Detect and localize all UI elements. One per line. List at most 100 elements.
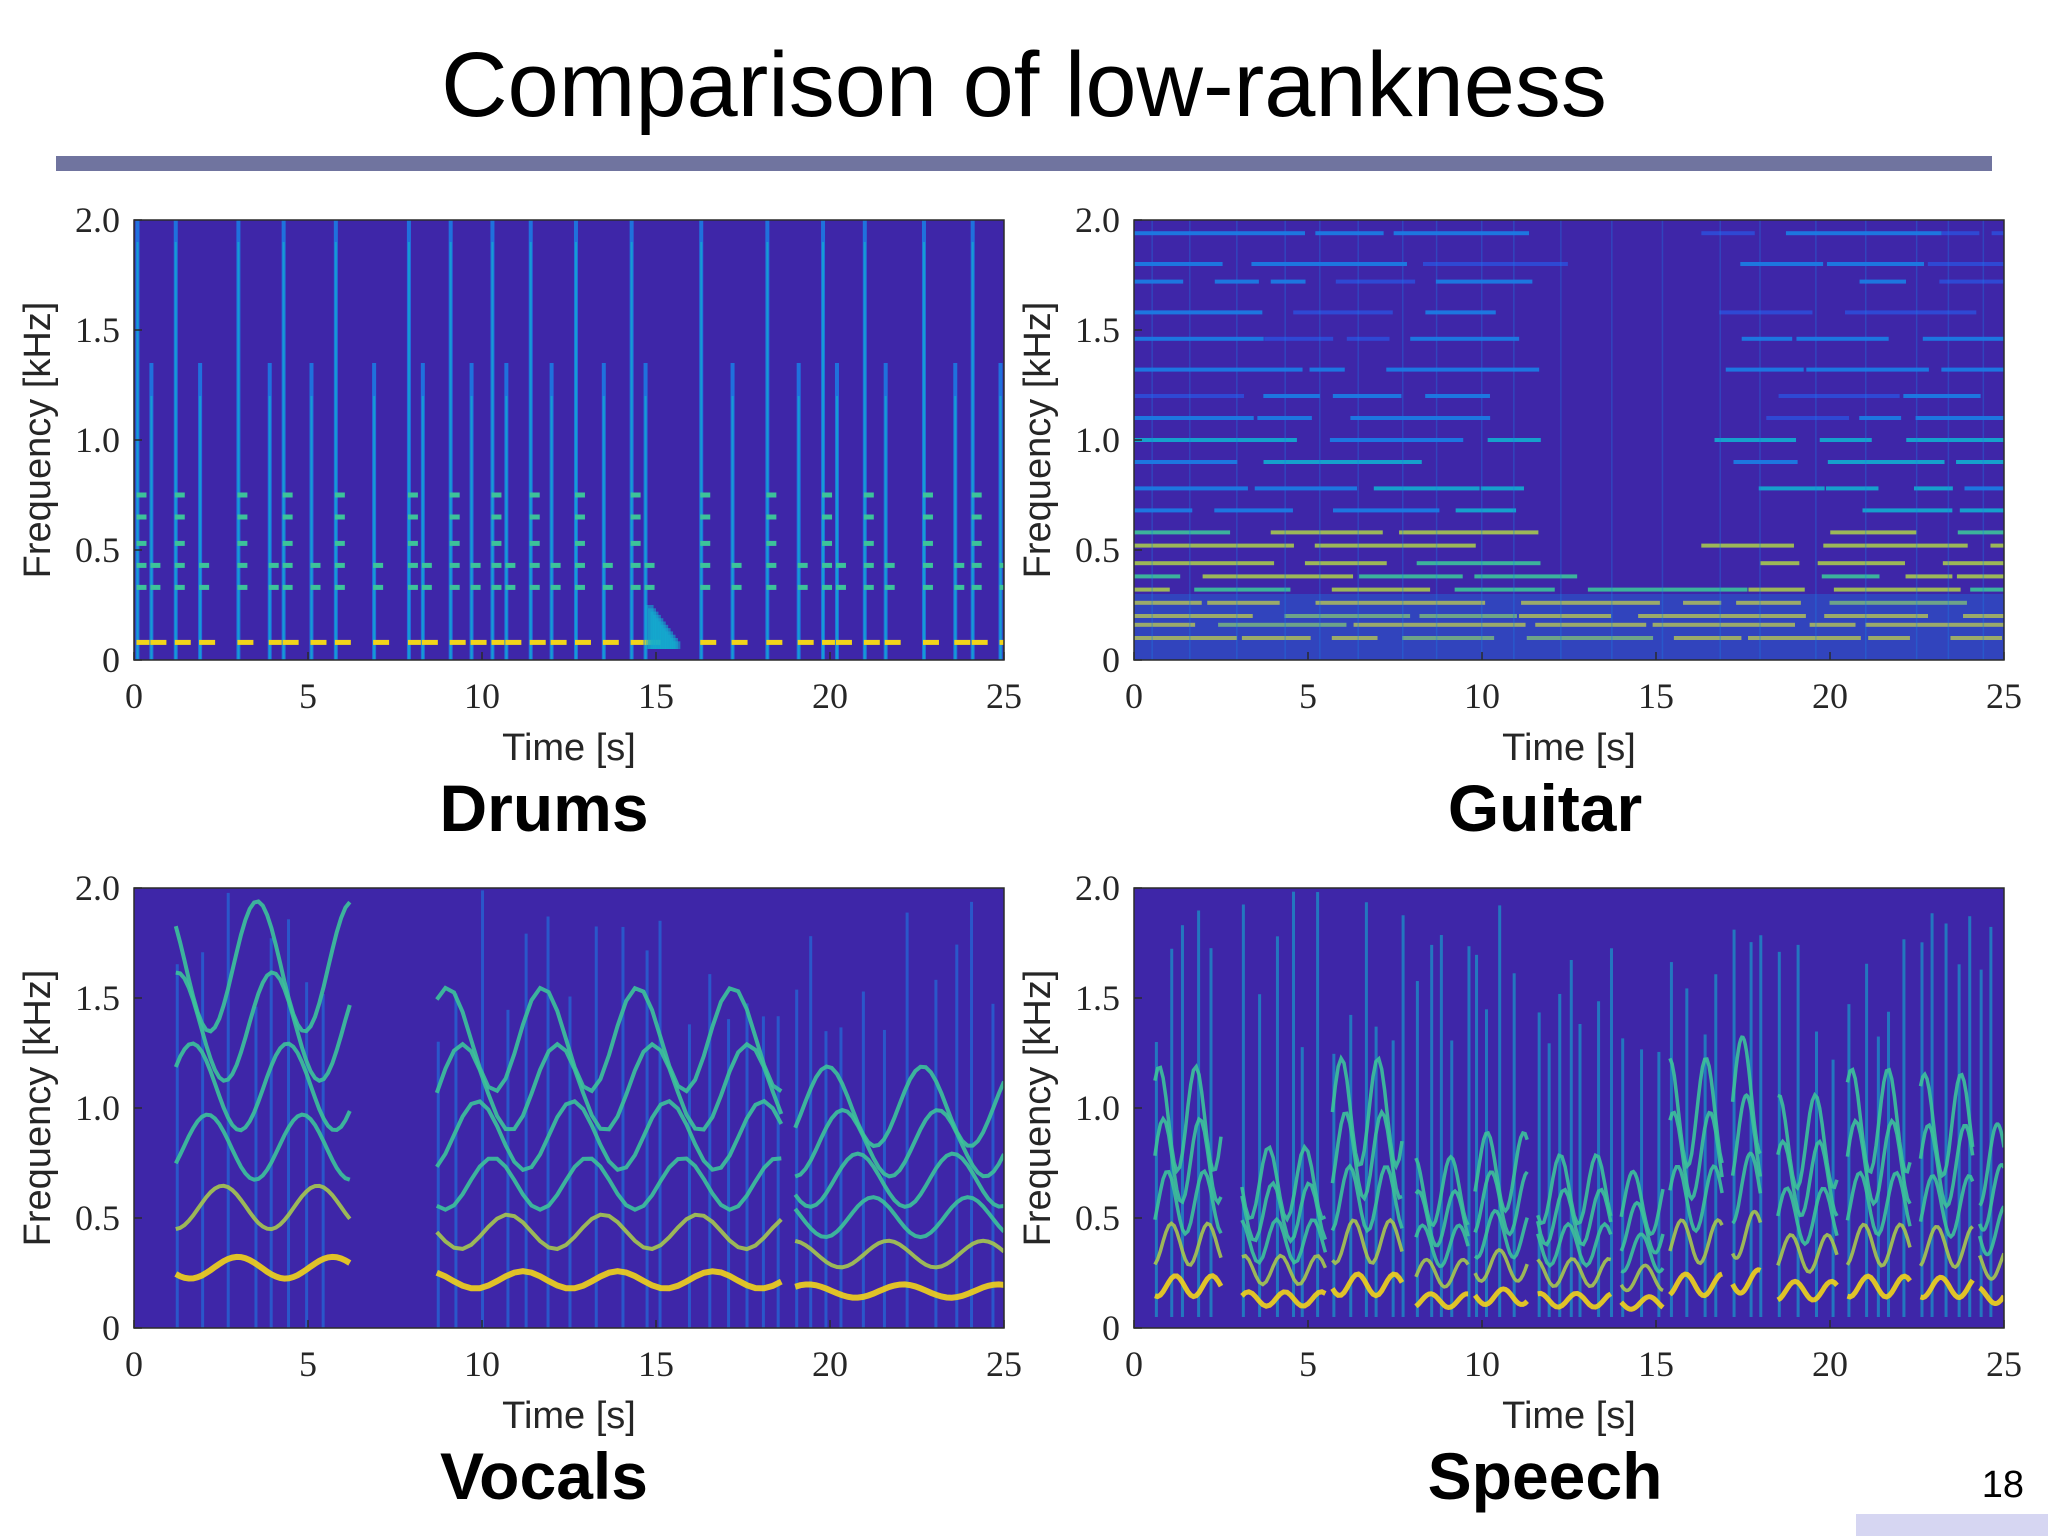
harmonic-line xyxy=(1859,416,1902,420)
energy-column xyxy=(970,901,974,1328)
harmonic-spot xyxy=(174,492,185,498)
harmonic-curve xyxy=(1731,1209,1763,1260)
harmonic-spot xyxy=(700,562,711,568)
harmonic-line xyxy=(1263,394,1320,398)
harmonic-spot xyxy=(373,639,390,645)
harmonic-spot xyxy=(529,584,540,590)
harmonic-spot xyxy=(310,562,321,568)
energy-column xyxy=(905,912,909,1328)
harmonic-line xyxy=(1673,636,1742,640)
harmonic-line xyxy=(1399,530,1539,535)
x-tick-label: 25 xyxy=(1986,676,2022,716)
onset-core xyxy=(766,242,769,660)
harmonic-line xyxy=(1778,394,1900,398)
harmonic-line xyxy=(1701,231,1755,236)
harmonic-spot xyxy=(174,540,185,546)
energy-column xyxy=(809,936,813,1328)
energy-column xyxy=(481,890,485,1328)
harmonic-spot xyxy=(268,562,279,568)
harmonic-curve xyxy=(1730,1035,1762,1155)
harmonic-spot xyxy=(766,492,777,498)
caption-drums: Drums xyxy=(439,771,649,845)
harmonic-curve xyxy=(435,1098,784,1173)
harmonic-spot xyxy=(602,562,613,568)
x-tick-label: 10 xyxy=(1464,676,1500,716)
onset-core xyxy=(644,396,647,660)
harmonic-spot xyxy=(731,562,742,568)
harmonic-line xyxy=(1827,460,1945,464)
harmonic-line xyxy=(1821,574,1880,579)
harmonic-line xyxy=(1915,416,2004,420)
harmonic-spot xyxy=(630,540,641,546)
attack-line xyxy=(1661,220,1664,660)
burst-column xyxy=(1197,910,1201,1317)
harmonic-spot xyxy=(237,540,248,546)
harmonic-spot xyxy=(174,639,191,645)
harmonic-curve xyxy=(1919,1274,1975,1301)
harmonic-curve xyxy=(1619,1294,1665,1312)
spectrogram-drums-chart: 0 5 10 15 20 25 0 0.5 1.0 1.5 2.0 Time [s] Frequency… xyxy=(17,200,1022,769)
harmonic-curve xyxy=(1918,1071,1975,1179)
x-axis-label: Time [s] xyxy=(1502,727,1636,769)
harmonic-curve xyxy=(1776,1186,1839,1247)
energy-column xyxy=(687,1024,691,1328)
harmonic-spot xyxy=(136,584,147,590)
attack-line xyxy=(1947,220,1950,660)
harmonic-line xyxy=(1422,262,1568,266)
harmonic-line xyxy=(1748,587,1805,592)
harmonic-line xyxy=(1487,438,1541,442)
harmonic-spot xyxy=(237,562,248,568)
harmonic-line xyxy=(1134,561,1275,566)
burst-column xyxy=(1621,1038,1625,1317)
harmonic-curve xyxy=(175,1183,352,1232)
harmonic-line xyxy=(1425,310,1496,315)
harmonic-spot xyxy=(199,562,210,568)
harmonic-line xyxy=(1474,574,1578,579)
harmonic-curve xyxy=(1240,1216,1328,1265)
burst-column xyxy=(1292,891,1296,1317)
attack-line xyxy=(1719,220,1721,660)
caption-speech: Speech xyxy=(1427,1439,1663,1513)
harmonic-spot xyxy=(491,514,502,520)
burst-column xyxy=(1275,936,1279,1317)
harmonic-line xyxy=(1518,614,1612,618)
harmonic-line xyxy=(1410,336,1520,341)
onset-core xyxy=(174,242,177,660)
harmonic-spot xyxy=(630,584,641,590)
attack-line xyxy=(1357,220,1359,660)
burst-column xyxy=(1749,942,1753,1317)
x-axis-label: Time [s] xyxy=(1502,1395,1636,1437)
harmonic-curve xyxy=(1240,1289,1327,1309)
burst-column xyxy=(1569,959,1573,1317)
harmonic-curve xyxy=(1414,1257,1470,1289)
harmonic-spot xyxy=(700,639,717,645)
harmonic-spot xyxy=(922,492,933,498)
y-tick-label: 0.5 xyxy=(75,1198,120,1238)
harmonic-curve xyxy=(435,1268,783,1292)
harmonic-curve xyxy=(1414,1223,1470,1269)
harmonic-spot xyxy=(644,562,655,568)
attack-line xyxy=(1319,220,1321,660)
harmonic-spot xyxy=(470,639,487,645)
harmonic-spot xyxy=(491,562,502,568)
attack-line xyxy=(1435,220,1438,660)
harmonic-spot xyxy=(766,584,777,590)
harmonic-curve xyxy=(1918,1225,1974,1270)
harmonic-line xyxy=(1819,438,1872,442)
harmonic-curve xyxy=(1154,1273,1224,1300)
harmonic-line xyxy=(1329,438,1464,442)
harmonic-spot xyxy=(797,639,814,645)
harmonic-line xyxy=(1315,600,1486,605)
harmonic-spot xyxy=(822,492,833,498)
harmonic-spot xyxy=(884,639,901,645)
harmonic-spot xyxy=(310,639,327,645)
harmonic-curve xyxy=(1668,1164,1724,1234)
harmonic-spot xyxy=(449,584,460,590)
harmonic-spot xyxy=(700,492,711,498)
onset-core xyxy=(884,396,887,660)
onset-core xyxy=(310,396,313,660)
energy-column xyxy=(175,964,179,1328)
harmonic-curve xyxy=(1977,1162,2004,1232)
harmonic-spot xyxy=(407,514,418,520)
harmonic-spot xyxy=(491,584,502,590)
